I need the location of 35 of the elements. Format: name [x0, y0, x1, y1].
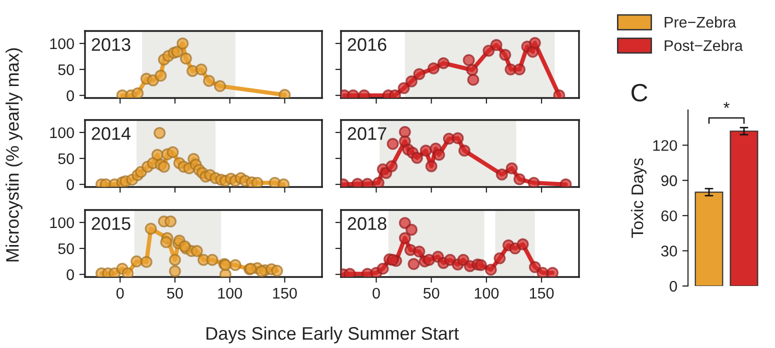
x-tick-label: 50: [423, 288, 440, 299]
x-tick-label: 0: [372, 288, 380, 299]
y-tick-label: 60: [661, 210, 677, 222]
y-tick-label: 100: [50, 127, 74, 138]
legend-label: Pre−Zebra: [664, 16, 736, 28]
y-tick-label: 90: [661, 175, 677, 186]
y-tick-label: 120: [653, 140, 677, 151]
legend-label: Post−Zebra: [664, 40, 743, 51]
y-tick-label: 100: [50, 38, 74, 50]
annotation: 2014: [92, 127, 131, 140]
x-tick-label: 150: [530, 288, 554, 299]
annotation: 2017: [348, 127, 386, 140]
y-tick-label: 0: [66, 179, 74, 190]
y-tick-label: 100: [50, 217, 74, 228]
y-tick-label: 0: [66, 90, 74, 102]
x-tick-label: 50: [167, 288, 183, 299]
x-tick-label: 100: [474, 288, 499, 299]
x-tick-label: 100: [218, 288, 242, 299]
y-tick-label: 50: [58, 64, 74, 76]
annotation: 2016: [348, 38, 386, 51]
annotation: 2018: [348, 217, 386, 230]
annotation: 2013: [92, 38, 130, 51]
y-axis-title: Microcystin (% yearly max): [6, 48, 22, 262]
y-axis-title: Toxic Days: [631, 158, 647, 238]
text: *: [724, 102, 730, 108]
x-axis-title: Days Since Early Summer Start: [206, 326, 459, 344]
y-tick-label: 0: [66, 269, 74, 280]
y-tick-label: 30: [661, 246, 677, 256]
y-tick-label: 50: [58, 153, 74, 164]
y-tick-label: 50: [58, 243, 74, 254]
annotation: 2015: [92, 217, 130, 230]
x-tick-label: 150: [273, 288, 297, 299]
x-tick-label: 0: [116, 288, 124, 299]
text: C: [632, 84, 648, 102]
y-tick-label: 0: [670, 280, 677, 292]
